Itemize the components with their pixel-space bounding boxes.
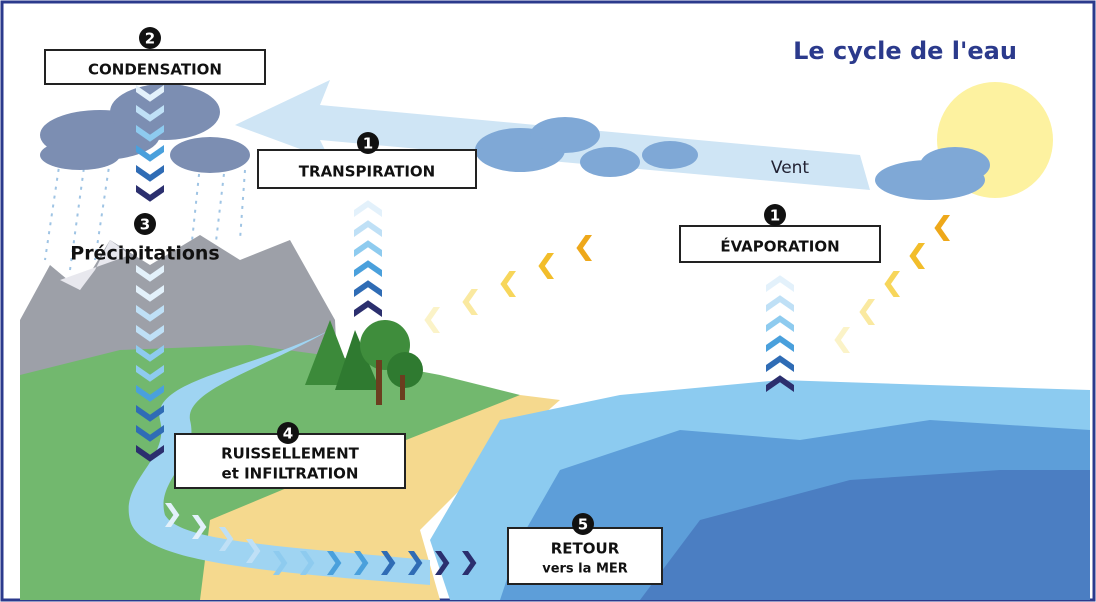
chevron [165, 503, 180, 527]
chevron [766, 315, 794, 332]
sea-deep [640, 470, 1090, 600]
wind-label: Vent [771, 158, 810, 178]
chevron [136, 425, 164, 442]
step-number-badge [357, 132, 379, 154]
step-box [44, 49, 266, 85]
chevron [136, 125, 164, 142]
chevron [246, 539, 261, 563]
chevron [354, 280, 382, 297]
step-label: RETOUR [551, 540, 620, 558]
step-label: vers la MER [542, 562, 628, 577]
chevron [136, 165, 164, 182]
chevron [136, 405, 164, 422]
chevron [909, 243, 925, 269]
chevron [136, 345, 164, 362]
chevron [136, 185, 164, 202]
chevron [435, 551, 450, 575]
chevron [136, 365, 164, 382]
step-number-badge [764, 204, 786, 226]
step-box [679, 225, 881, 263]
chevron [273, 551, 288, 575]
chevron [354, 200, 382, 217]
chevron [500, 271, 516, 297]
step-number-badge [277, 422, 299, 444]
chevron [136, 265, 164, 282]
step-number: 2 [145, 30, 155, 48]
step-label: et INFILTRATION [222, 465, 359, 483]
river [128, 330, 430, 585]
chevron [354, 240, 382, 257]
trees [305, 320, 423, 405]
chevron [538, 253, 554, 279]
chevron [354, 260, 382, 277]
chevron [462, 289, 478, 315]
chevron [884, 271, 900, 297]
chevron [136, 285, 164, 302]
rain-clouds [40, 84, 250, 173]
chevron [462, 551, 477, 575]
step-number-badge [139, 27, 161, 49]
chevrons [136, 85, 950, 575]
chevron [136, 325, 164, 342]
chevron [354, 220, 382, 237]
step-number: 1 [770, 207, 780, 225]
chevron [300, 551, 315, 575]
step-label: Précipitations [70, 243, 219, 265]
step-number-badge [572, 513, 594, 535]
chevron [424, 307, 440, 333]
rain [44, 159, 246, 271]
step-number: 5 [578, 516, 588, 534]
step-number: 4 [283, 425, 293, 443]
chevron [766, 375, 794, 392]
chevron [136, 305, 164, 322]
chevron [219, 527, 234, 551]
chevron [136, 105, 164, 122]
step-number-badge [134, 213, 156, 235]
title: Le cycle de l'eau [793, 37, 1017, 65]
chevron [354, 300, 382, 317]
chevron [327, 551, 342, 575]
chevron [136, 85, 164, 102]
chevron [136, 145, 164, 162]
step-label: CONDENSATION [88, 61, 222, 79]
chevron [408, 551, 423, 575]
chevron [192, 515, 207, 539]
step-label: RUISSELLEMENT [221, 445, 360, 463]
clouds [475, 117, 990, 200]
chevron [834, 327, 850, 353]
chevron [766, 275, 794, 292]
snow [60, 240, 130, 290]
chevron [859, 299, 875, 325]
chevron [766, 295, 794, 312]
chevron [354, 551, 369, 575]
chevron [136, 385, 164, 402]
chevron [381, 551, 396, 575]
step-label: TRANSPIRATION [299, 163, 435, 181]
step-number: 1 [363, 135, 373, 153]
chevron [136, 445, 164, 462]
step-number: 3 [140, 216, 150, 234]
chevron [766, 335, 794, 352]
chevron [766, 355, 794, 372]
step-box [507, 527, 663, 585]
step-label: ÉVAPORATION [720, 237, 839, 256]
chevron [934, 215, 950, 241]
chevron [576, 235, 592, 261]
